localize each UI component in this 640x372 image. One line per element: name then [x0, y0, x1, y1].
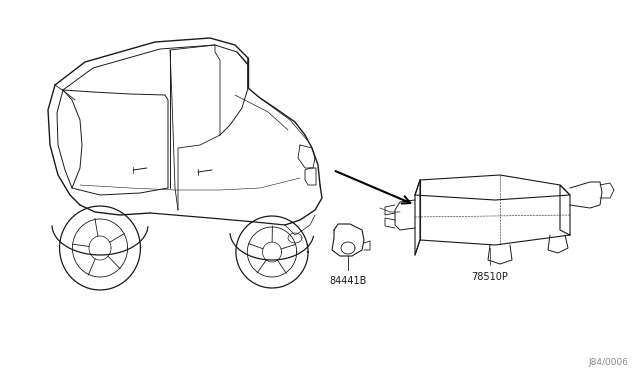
- Text: J84/0006: J84/0006: [588, 358, 628, 367]
- Text: 78510P: 78510P: [472, 272, 508, 282]
- Text: 84441B: 84441B: [330, 276, 367, 286]
